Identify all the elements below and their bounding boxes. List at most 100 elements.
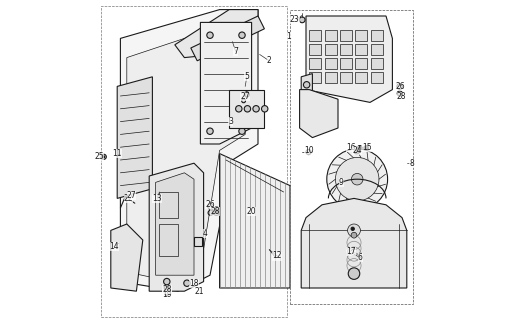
Text: 28: 28 xyxy=(162,285,171,294)
Text: 28: 28 xyxy=(397,92,406,100)
Text: 27: 27 xyxy=(127,191,136,200)
Circle shape xyxy=(239,32,245,38)
Polygon shape xyxy=(220,154,290,288)
Bar xyxy=(101,6,287,317)
Text: 20: 20 xyxy=(247,207,256,216)
Polygon shape xyxy=(301,198,407,288)
Text: 22: 22 xyxy=(124,194,133,203)
Text: 11: 11 xyxy=(112,149,122,158)
Bar xyxy=(370,30,383,41)
Bar xyxy=(325,30,337,41)
Circle shape xyxy=(306,149,311,155)
Circle shape xyxy=(236,106,242,112)
Circle shape xyxy=(253,106,259,112)
Polygon shape xyxy=(191,16,264,61)
Circle shape xyxy=(207,32,213,38)
Bar xyxy=(340,44,352,55)
Text: 7: 7 xyxy=(233,47,238,56)
Polygon shape xyxy=(120,10,258,291)
Polygon shape xyxy=(156,173,194,275)
Bar xyxy=(309,72,321,83)
Circle shape xyxy=(262,106,268,112)
Bar xyxy=(325,44,337,55)
Polygon shape xyxy=(111,224,143,291)
Circle shape xyxy=(103,156,105,158)
Polygon shape xyxy=(127,32,245,282)
Text: 26: 26 xyxy=(205,200,215,209)
Circle shape xyxy=(299,17,305,23)
Circle shape xyxy=(364,146,368,150)
Circle shape xyxy=(351,173,363,185)
Text: 5: 5 xyxy=(245,72,249,81)
Bar xyxy=(340,30,352,41)
Polygon shape xyxy=(175,10,258,58)
Text: 13: 13 xyxy=(152,194,162,203)
Circle shape xyxy=(212,207,220,215)
Text: 1: 1 xyxy=(286,32,291,41)
Circle shape xyxy=(101,154,106,159)
Circle shape xyxy=(356,150,358,152)
Circle shape xyxy=(208,204,214,209)
Circle shape xyxy=(241,99,246,103)
Circle shape xyxy=(244,92,249,97)
Circle shape xyxy=(327,149,388,210)
Polygon shape xyxy=(117,77,152,198)
Text: 23: 23 xyxy=(290,15,300,24)
Bar xyxy=(370,44,383,55)
Text: 27: 27 xyxy=(240,92,250,100)
Circle shape xyxy=(303,82,310,88)
Polygon shape xyxy=(300,90,338,138)
Polygon shape xyxy=(149,163,204,291)
Bar xyxy=(356,30,367,41)
Circle shape xyxy=(164,278,170,285)
Text: 17: 17 xyxy=(346,247,356,256)
Circle shape xyxy=(348,268,360,279)
Text: 28: 28 xyxy=(210,207,219,216)
Bar xyxy=(309,44,321,55)
Circle shape xyxy=(239,128,245,134)
Bar xyxy=(356,58,367,69)
Bar xyxy=(194,237,202,246)
Bar xyxy=(340,72,352,83)
Bar xyxy=(340,58,352,69)
Text: 21: 21 xyxy=(194,287,203,296)
Bar xyxy=(309,30,321,41)
Circle shape xyxy=(215,209,218,213)
Circle shape xyxy=(397,91,402,96)
Text: 26: 26 xyxy=(396,82,405,91)
Circle shape xyxy=(354,149,359,154)
Bar xyxy=(370,58,383,69)
Bar xyxy=(290,10,413,304)
Text: 3: 3 xyxy=(229,117,233,126)
Bar xyxy=(370,72,383,83)
Circle shape xyxy=(164,285,169,291)
Bar xyxy=(159,224,178,256)
Text: 24: 24 xyxy=(352,146,362,155)
Circle shape xyxy=(358,146,362,150)
Text: 25: 25 xyxy=(95,152,104,161)
Circle shape xyxy=(335,157,379,201)
Text: 12: 12 xyxy=(272,252,282,260)
Bar xyxy=(356,44,367,55)
Bar xyxy=(356,72,367,83)
Circle shape xyxy=(348,224,360,237)
Circle shape xyxy=(184,280,190,286)
Polygon shape xyxy=(229,90,264,128)
Text: 15: 15 xyxy=(362,143,372,152)
Text: 14: 14 xyxy=(109,242,119,251)
Circle shape xyxy=(207,128,213,134)
Text: 19: 19 xyxy=(162,290,172,299)
Text: 2: 2 xyxy=(267,56,271,65)
Bar xyxy=(309,58,321,69)
Text: 9: 9 xyxy=(339,178,344,187)
Circle shape xyxy=(397,84,402,89)
Text: 8: 8 xyxy=(409,159,414,168)
Text: 18: 18 xyxy=(189,279,199,288)
Bar xyxy=(159,192,178,218)
Text: 4: 4 xyxy=(203,229,207,238)
Circle shape xyxy=(351,232,357,238)
Text: 6: 6 xyxy=(358,253,363,262)
Circle shape xyxy=(244,106,251,112)
Circle shape xyxy=(164,290,169,295)
Bar xyxy=(325,58,337,69)
